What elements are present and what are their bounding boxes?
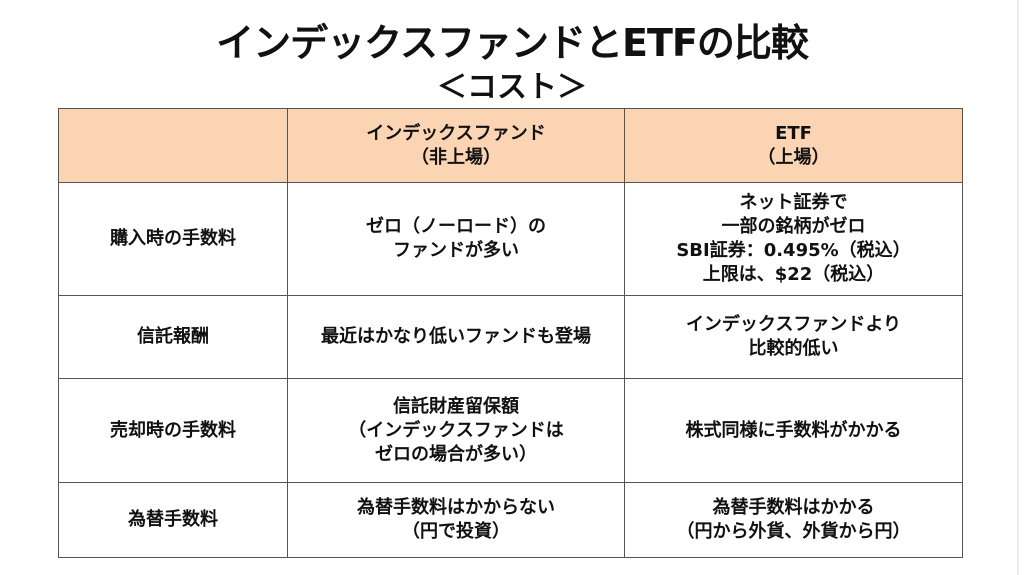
comparison-table: インデックスファンド （非上場） ETF （上場） 購入時の手数料 ゼロ（ノーロ… [58, 108, 963, 558]
row-label: 購入時の手数料 [58, 182, 288, 296]
page-subtitle: ＜コスト＞ [437, 70, 587, 105]
table-row: 購入時の手数料 ゼロ（ノーロード）の ファンドが多い ネット証券で 一部の銘柄が… [58, 182, 963, 296]
row-label: 売却時の手数料 [58, 378, 288, 483]
index-fund-cell: 信託財産留保額 （インデックスファンドは ゼロの場合が多い） [287, 378, 625, 483]
etf-cell: インデックスファンドより 比較的低い [624, 295, 963, 379]
table-row: 売却時の手数料 信託財産留保額 （インデックスファンドは ゼロの場合が多い） 株… [58, 378, 963, 483]
slide-edge-divider [1017, 0, 1019, 575]
header-cell-empty [58, 108, 288, 183]
etf-cell: ネット証券で 一部の銘柄がゼロ SBI証券：0.495%（税込） 上限は、$22… [624, 182, 963, 296]
index-fund-cell: ゼロ（ノーロード）の ファンドが多い [287, 182, 625, 296]
page-title: インデックスファンドとETFの比較 [216, 21, 809, 65]
etf-cell: 株式同様に手数料がかかる [624, 378, 963, 483]
header-cell-etf: ETF （上場） [624, 108, 963, 183]
table-row: 為替手数料 為替手数料はかからない （円で投資） 為替手数料はかかる （円から外… [58, 482, 963, 558]
row-label: 為替手数料 [58, 482, 288, 558]
index-fund-cell: 為替手数料はかからない （円で投資） [287, 482, 625, 558]
row-label: 信託報酬 [58, 295, 288, 379]
header-cell-index-fund: インデックスファンド （非上場） [287, 108, 625, 183]
index-fund-cell: 最近はかなり低いファンドも登場 [287, 295, 625, 379]
table-header-row: インデックスファンド （非上場） ETF （上場） [58, 108, 963, 183]
table-row: 信託報酬 最近はかなり低いファンドも登場 インデックスファンドより 比較的低い [58, 295, 963, 379]
etf-cell: 為替手数料はかかる （円から外貨、外貨から円） [624, 482, 963, 558]
